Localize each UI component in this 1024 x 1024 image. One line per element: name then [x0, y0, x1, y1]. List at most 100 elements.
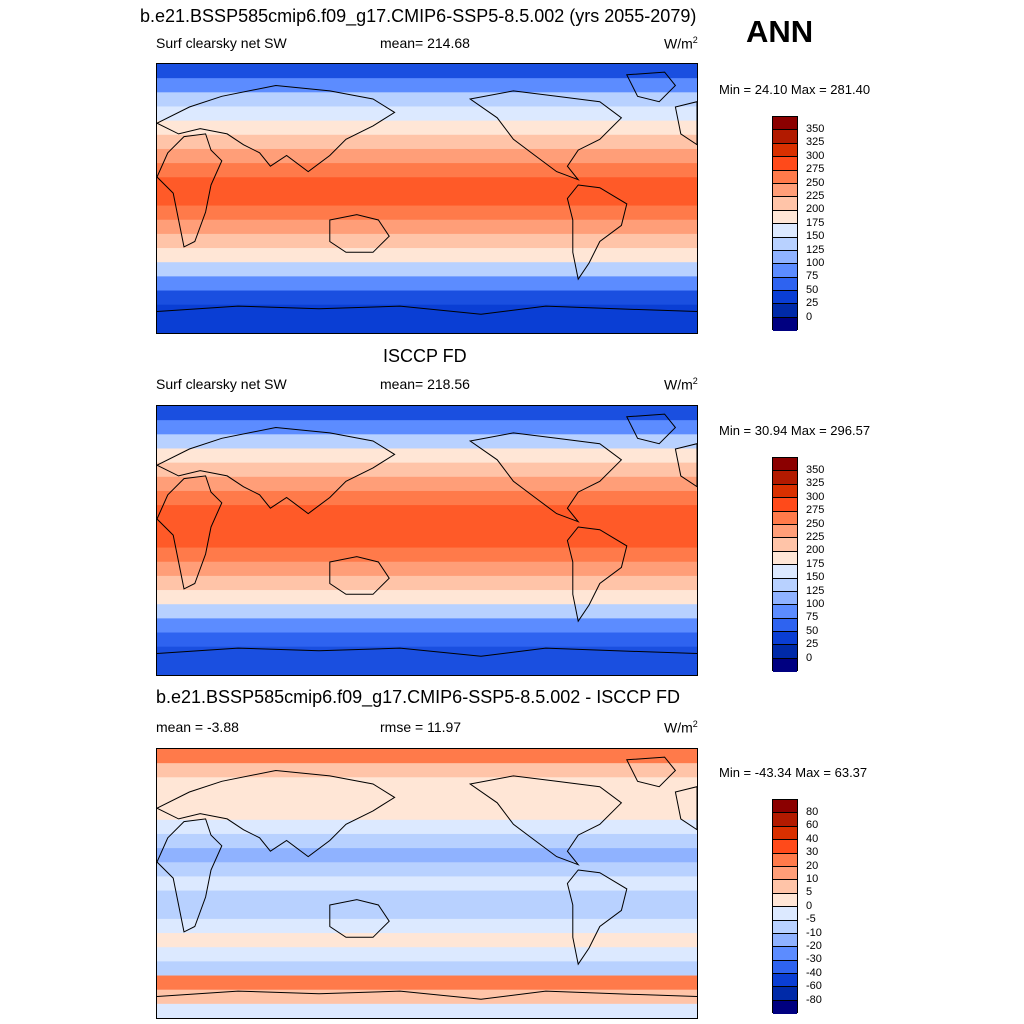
colorbar-cell — [773, 317, 797, 332]
latitude-band — [157, 233, 697, 249]
panel-2-colorbar — [772, 457, 798, 673]
colorbar-tick-label: 150 — [806, 230, 825, 243]
units-text: W/m — [664, 376, 693, 393]
colorbar-cell — [773, 987, 797, 1001]
coastline — [566, 869, 628, 966]
colorbar-cell — [773, 117, 797, 131]
colorbar-tick-label: -10 — [806, 926, 822, 939]
colorbar-cell — [773, 471, 797, 485]
units-exponent: 2 — [692, 35, 698, 45]
latitude-band — [157, 490, 697, 506]
map-plot — [157, 64, 697, 333]
colorbar-tick-label: 25 — [806, 297, 819, 310]
colorbar-tick-label: 50 — [806, 283, 819, 296]
panel-2-center-label: mean= 218.56 — [380, 376, 470, 392]
colorbar-tick-label: 25 — [806, 638, 819, 651]
colorbar-cell — [773, 524, 797, 539]
units-exponent: 2 — [692, 719, 698, 729]
coastline — [157, 990, 697, 1000]
colorbar-cell — [773, 237, 797, 251]
colorbar-tick-label: 75 — [806, 611, 819, 624]
latitude-band — [157, 791, 697, 807]
coastline — [157, 84, 396, 173]
latitude-band — [157, 1003, 697, 1018]
latitude-band — [157, 163, 697, 178]
coastline — [329, 214, 390, 253]
colorbar-cell — [773, 800, 797, 814]
map-plot — [157, 749, 697, 1018]
coastline — [157, 305, 697, 315]
latitude-band — [157, 918, 697, 934]
latitude-band — [157, 660, 697, 675]
latitude-band — [157, 134, 697, 150]
latitude-band — [157, 632, 697, 648]
units-exponent: 2 — [692, 376, 698, 386]
colorbar-cell — [773, 498, 797, 512]
panel-3-units: W/m2 — [664, 719, 698, 736]
latitude-band — [157, 749, 697, 764]
coastline — [157, 475, 223, 590]
colorbar-cell — [773, 565, 797, 579]
panel-2-map — [156, 405, 698, 676]
colorbar-tick-label: 175 — [806, 216, 825, 229]
colorbar-cell — [773, 578, 797, 592]
colorbar-tick-label: 250 — [806, 517, 825, 530]
coastline — [566, 526, 628, 623]
colorbar-tick-label: 5 — [806, 886, 813, 899]
colorbar-tick-label: -20 — [806, 939, 822, 952]
colorbar-cell — [773, 277, 797, 292]
latitude-band — [157, 120, 697, 136]
latitude-band — [157, 933, 697, 948]
colorbar-tick-label: 100 — [806, 256, 825, 269]
colorbar-tick-label: 100 — [806, 597, 825, 610]
latitude-band — [157, 106, 697, 122]
latitude-band — [157, 618, 697, 634]
colorbar-cell — [773, 880, 797, 894]
colorbar-cell — [773, 591, 797, 606]
coastline — [157, 769, 396, 858]
latitude-band — [157, 92, 697, 108]
figure-title: b.e21.BSSP585cmip6.f09_g17.CMIP6-SSP5-8.… — [140, 6, 697, 26]
colorbar-tick-label: 125 — [806, 243, 825, 256]
colorbar-tick-label: 125 — [806, 584, 825, 597]
latitude-band — [157, 290, 697, 306]
colorbar-cell — [773, 551, 797, 566]
colorbar-cell — [773, 304, 797, 318]
panel-3-left-label: mean = -3.88 — [156, 719, 239, 735]
panel-1-left-label: Surf clearsky net SW — [156, 35, 287, 51]
colorbar-tick-label: 30 — [806, 846, 819, 859]
colorbar-cell — [773, 197, 797, 211]
latitude-band — [157, 78, 697, 93]
map-plot — [157, 406, 697, 675]
panel-2-units: W/m2 — [664, 376, 698, 393]
colorbar-tick-label: -80 — [806, 993, 822, 1006]
latitude-band — [157, 961, 697, 977]
panel-1-center-label: mean= 214.68 — [380, 35, 470, 51]
coastline — [566, 184, 628, 281]
colorbar-tick-label: -40 — [806, 966, 822, 979]
latitude-band — [157, 575, 697, 591]
colorbar-tick-label: 75 — [806, 270, 819, 283]
latitude-band — [157, 819, 697, 835]
colorbar-tick-label: 50 — [806, 624, 819, 637]
latitude-band — [157, 590, 697, 605]
panel-2-minmax: Min = 30.94 Max = 296.57 — [719, 423, 871, 438]
panel-1-map — [156, 63, 698, 334]
colorbar-cell — [773, 458, 797, 472]
colorbar-tick-label: 10 — [806, 872, 819, 885]
latitude-band — [157, 989, 697, 1005]
colorbar-cell — [773, 960, 797, 975]
colorbar-cell — [773, 250, 797, 265]
latitude-band — [157, 434, 697, 450]
colorbar-cell — [773, 933, 797, 948]
colorbar-tick-label: 325 — [806, 136, 825, 149]
colorbar-tick-label: 175 — [806, 557, 825, 570]
latitude-band — [157, 420, 697, 435]
colorbar-tick-label: -30 — [806, 953, 822, 966]
colorbar-tick-label: 20 — [806, 859, 819, 872]
coastline — [674, 786, 697, 831]
latitude-band — [157, 646, 697, 662]
colorbar-tick-label: -5 — [806, 913, 816, 926]
colorbar-cell — [773, 645, 797, 659]
colorbar-cell — [773, 264, 797, 278]
